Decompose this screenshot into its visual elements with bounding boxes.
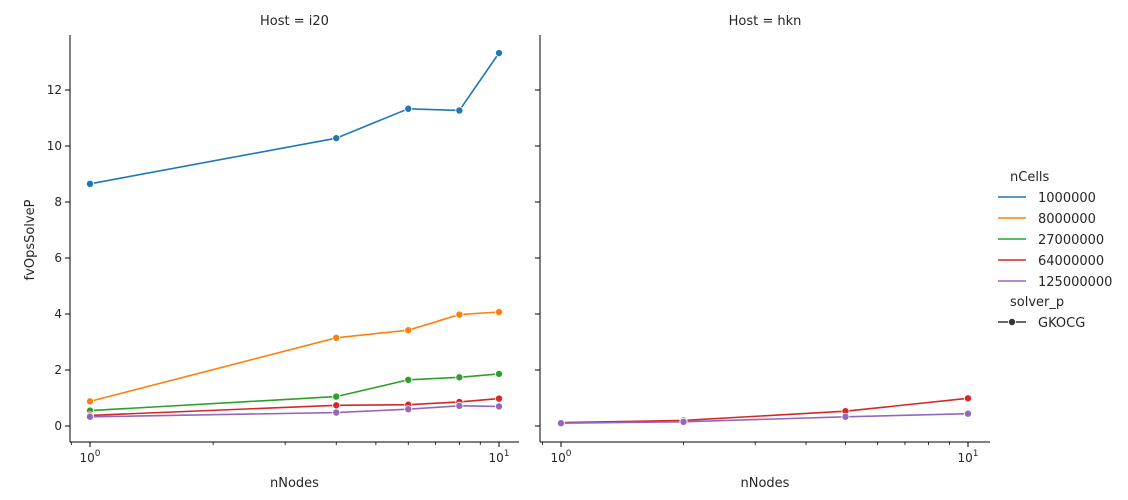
y-tick-label: 0 xyxy=(54,419,62,433)
panel-1: Host = i20 0 2 4 6 8 10 12 100 101 nNodes xyxy=(47,14,519,491)
data-point-125000000 xyxy=(404,405,413,414)
data-point-8000000 xyxy=(332,333,341,342)
series-line-8000000 xyxy=(89,311,500,403)
series-line-1000000 xyxy=(89,52,500,185)
data-point-8000000 xyxy=(455,310,464,319)
y-tick-label: 8 xyxy=(54,195,62,209)
data-point-64000000 xyxy=(332,401,341,410)
series-line-64000000 xyxy=(560,397,969,424)
legend-style-label: GKOCG xyxy=(1038,316,1085,331)
data-point-27000000 xyxy=(494,369,503,378)
data-point-125000000 xyxy=(964,409,973,418)
data-point-125000000 xyxy=(494,402,503,411)
data-point-27000000 xyxy=(332,392,341,401)
data-point-64000000 xyxy=(964,394,973,403)
legend-label-125000000: 125000000 xyxy=(1038,275,1112,290)
panel-title: Host = i20 xyxy=(260,14,329,29)
y-tick-label: 2 xyxy=(54,363,62,377)
y-tick-label: 4 xyxy=(54,307,62,321)
data-point-8000000 xyxy=(494,308,503,317)
panel-title: Host = hkn xyxy=(729,14,802,29)
data-point-1000000 xyxy=(86,179,95,188)
legend-label-27000000: 27000000 xyxy=(1038,233,1104,248)
x-axis-label: nNodes xyxy=(270,476,319,491)
legend-style-marker xyxy=(1008,317,1017,326)
x-tick-label: 101 xyxy=(957,449,978,465)
data-point-125000000 xyxy=(455,401,464,410)
legend-label-64000000: 64000000 xyxy=(1038,254,1104,269)
data-point-125000000 xyxy=(86,412,95,421)
x-tick-label: 101 xyxy=(488,449,509,465)
data-point-125000000 xyxy=(841,412,850,421)
legend-label-1000000: 1000000 xyxy=(1038,191,1096,206)
x-tick-label: 100 xyxy=(550,449,571,465)
y-axis-label: fvOpsSolveP xyxy=(23,199,38,280)
data-point-125000000 xyxy=(679,417,688,426)
series-line-125000000 xyxy=(560,412,969,424)
data-point-1000000 xyxy=(332,134,341,143)
x-axis-label: nNodes xyxy=(741,476,790,491)
legend-title-hue: nCells xyxy=(1010,170,1050,185)
legend-title-style: solver_p xyxy=(1010,295,1064,310)
data-point-27000000 xyxy=(404,375,413,384)
data-point-125000000 xyxy=(332,408,341,417)
data-point-1000000 xyxy=(404,104,413,113)
data-point-27000000 xyxy=(455,373,464,382)
data-point-8000000 xyxy=(86,397,95,406)
data-point-1000000 xyxy=(494,49,503,58)
panel-2: Host = hkn 100 101 nNodes xyxy=(535,14,990,491)
legend-label-8000000: 8000000 xyxy=(1038,212,1096,227)
series-line-27000000 xyxy=(89,373,500,412)
legend: nCells 1000000 8000000 27000000 64000000 1250… xyxy=(998,170,1112,331)
y-tick-label: 12 xyxy=(47,83,62,97)
data-point-1000000 xyxy=(455,106,464,115)
x-tick-label: 100 xyxy=(79,449,100,465)
data-point-8000000 xyxy=(404,326,413,335)
data-point-64000000 xyxy=(494,394,503,403)
data-point-125000000 xyxy=(557,419,566,428)
y-tick-label: 6 xyxy=(54,251,62,265)
y-tick-label: 10 xyxy=(47,139,62,153)
